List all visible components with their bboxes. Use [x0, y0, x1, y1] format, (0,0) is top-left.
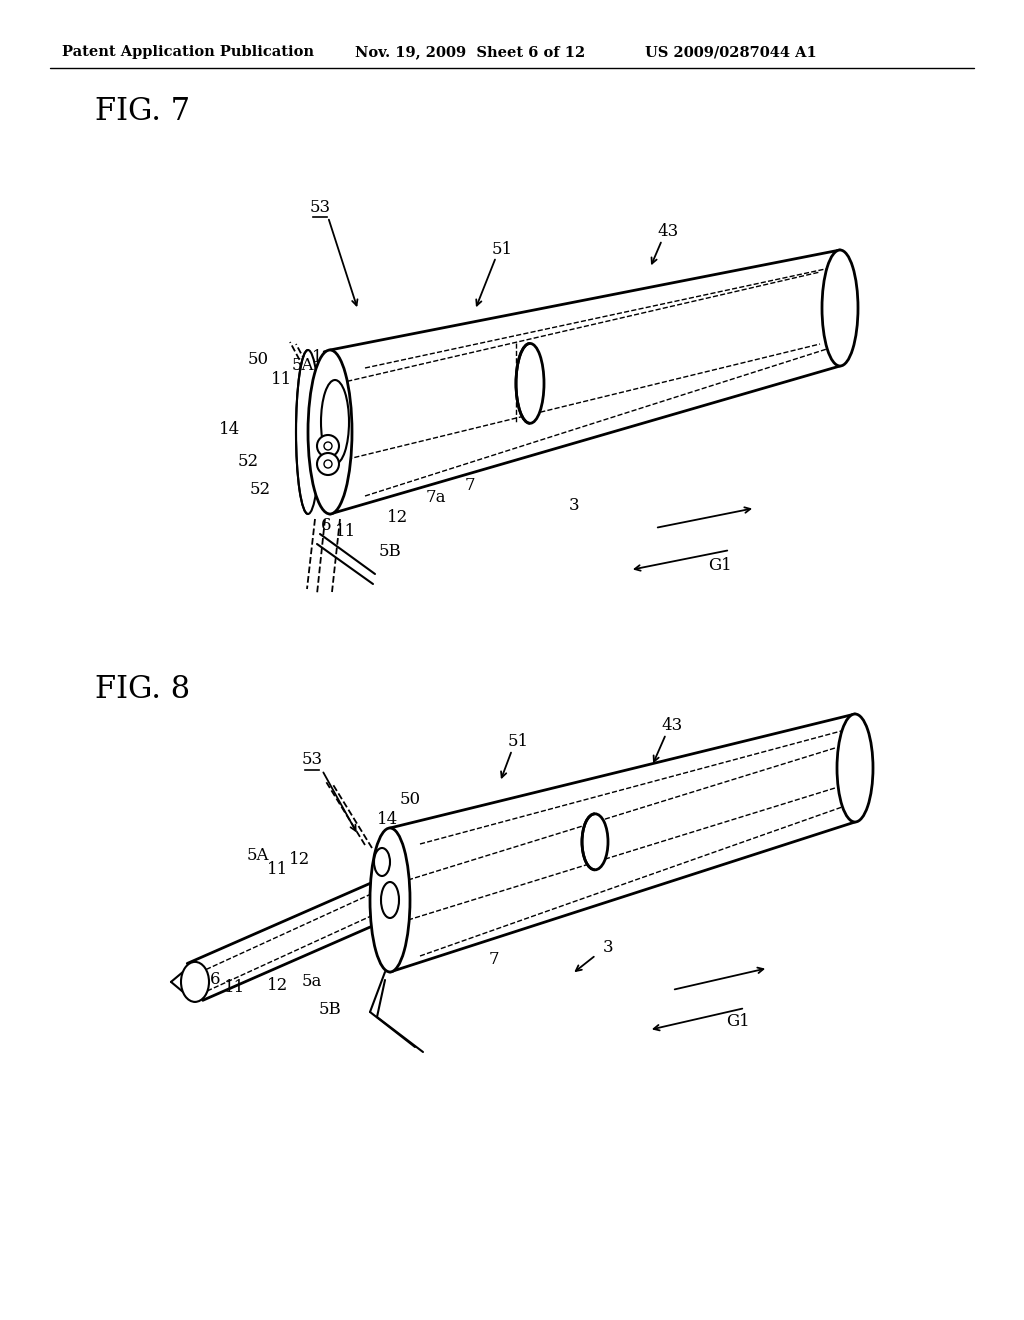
Text: 6: 6	[210, 972, 220, 989]
Text: 12: 12	[387, 510, 409, 527]
Ellipse shape	[582, 814, 608, 870]
Text: G1: G1	[709, 557, 732, 573]
Text: 14: 14	[219, 421, 241, 438]
Ellipse shape	[308, 350, 352, 513]
Text: 6: 6	[321, 516, 331, 533]
Text: 51: 51	[508, 734, 528, 751]
Text: FIG. 7: FIG. 7	[95, 96, 190, 128]
Ellipse shape	[822, 249, 858, 366]
Text: 11: 11	[271, 371, 293, 388]
Ellipse shape	[370, 828, 410, 972]
Ellipse shape	[317, 453, 339, 475]
Text: 5a: 5a	[302, 974, 323, 990]
Ellipse shape	[381, 882, 399, 917]
Ellipse shape	[837, 714, 873, 822]
Text: 12: 12	[312, 350, 334, 367]
Text: 43: 43	[657, 223, 679, 240]
Ellipse shape	[374, 847, 390, 876]
Text: 51: 51	[492, 242, 513, 259]
Text: 12: 12	[290, 851, 310, 869]
Text: 3: 3	[603, 940, 613, 957]
Ellipse shape	[324, 459, 332, 469]
Text: 7a: 7a	[426, 490, 446, 507]
Text: 11: 11	[267, 862, 289, 879]
Text: 53: 53	[301, 751, 323, 768]
Text: 11: 11	[336, 524, 356, 540]
Text: 53: 53	[309, 198, 331, 215]
Ellipse shape	[317, 436, 339, 457]
Text: 50: 50	[399, 792, 421, 808]
Text: Nov. 19, 2009  Sheet 6 of 12: Nov. 19, 2009 Sheet 6 of 12	[355, 45, 586, 59]
Ellipse shape	[516, 343, 544, 424]
Text: 52: 52	[250, 482, 270, 499]
Text: 7: 7	[488, 952, 500, 969]
Text: 7: 7	[465, 477, 475, 494]
Text: 50: 50	[248, 351, 268, 368]
Text: US 2009/0287044 A1: US 2009/0287044 A1	[645, 45, 817, 59]
Text: 12: 12	[267, 977, 289, 994]
Text: 52: 52	[238, 454, 259, 470]
Text: 14: 14	[378, 812, 398, 829]
Text: Patent Application Publication: Patent Application Publication	[62, 45, 314, 59]
Text: 5B: 5B	[379, 544, 401, 561]
Text: 5B: 5B	[318, 1002, 341, 1019]
Text: 3: 3	[568, 496, 580, 513]
Text: 11: 11	[224, 979, 246, 997]
Text: 5A: 5A	[247, 846, 269, 863]
Ellipse shape	[296, 350, 319, 513]
Text: 43: 43	[662, 718, 683, 734]
Ellipse shape	[321, 380, 349, 465]
Ellipse shape	[324, 442, 332, 450]
Text: 5A: 5A	[292, 356, 314, 374]
Text: FIG. 8: FIG. 8	[95, 675, 190, 705]
Text: G1: G1	[726, 1014, 750, 1031]
Ellipse shape	[181, 962, 209, 1002]
